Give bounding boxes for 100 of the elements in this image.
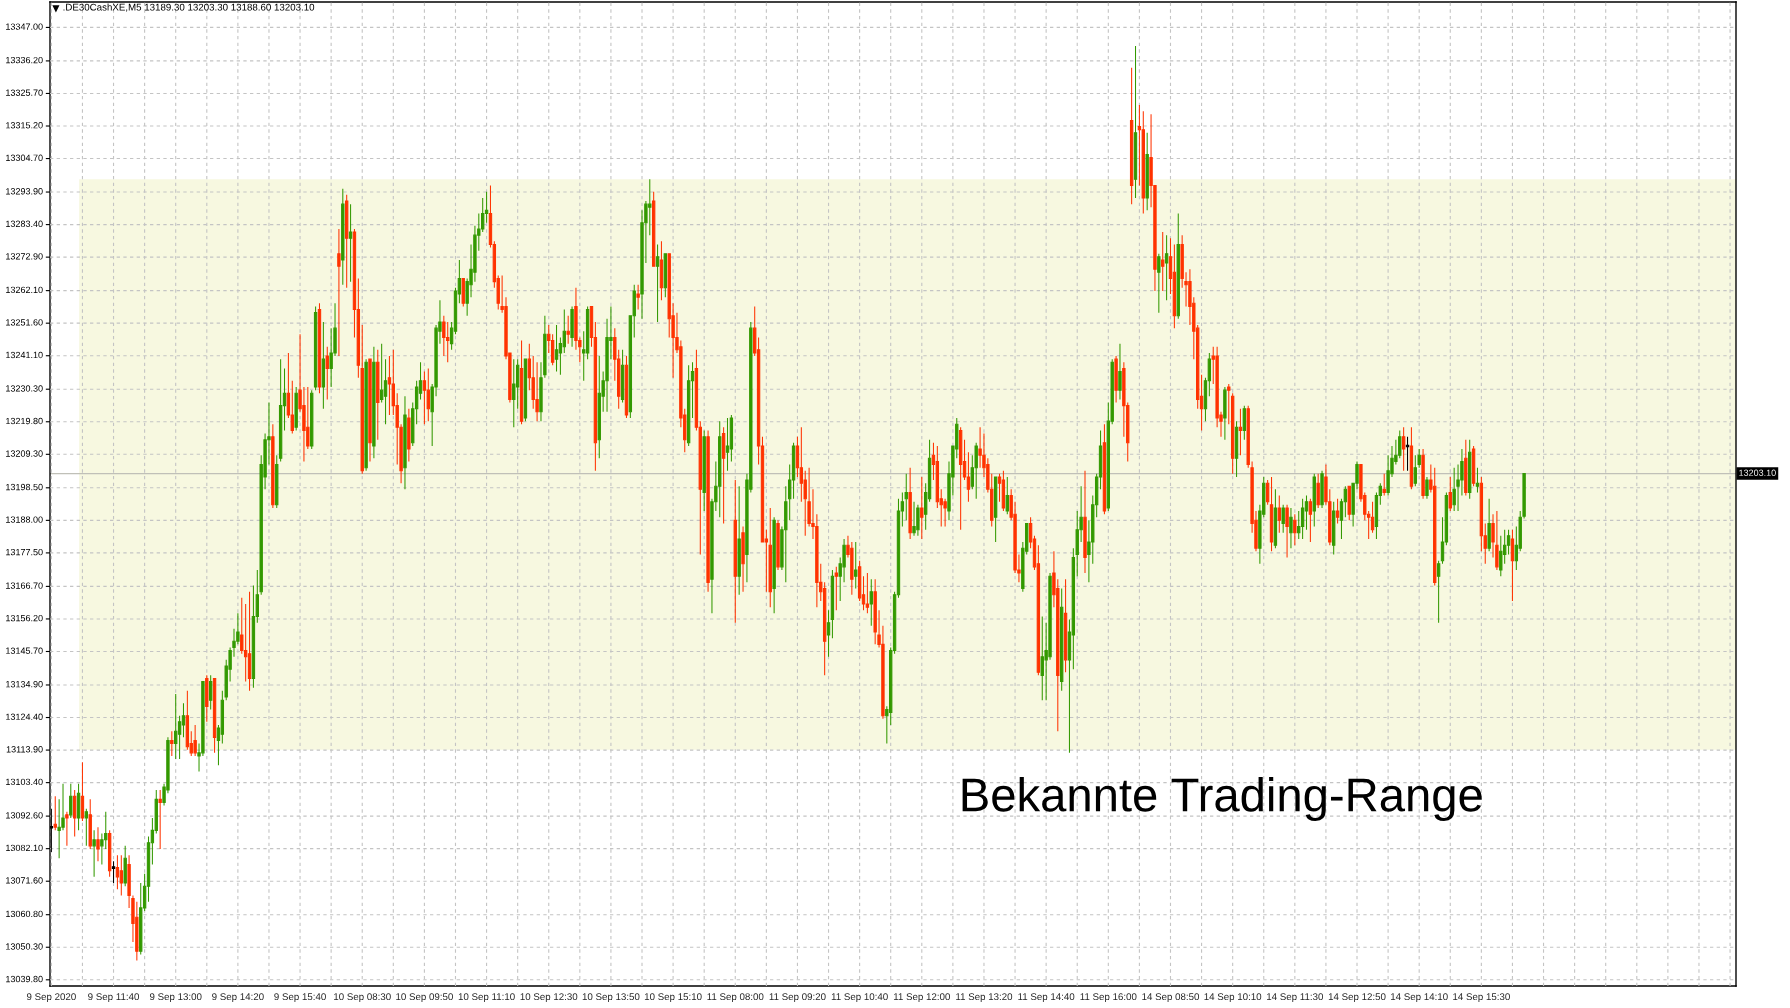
- y-tick-label: 13293.90: [6, 188, 43, 195]
- x-tick-label: 10 Sep 15:10: [644, 993, 702, 1003]
- candlestick: [869, 578, 873, 627]
- candlestick: [325, 346, 329, 400]
- x-tick-label: 10 Sep 09:50: [396, 993, 453, 1003]
- candlestick: [659, 240, 664, 301]
- candlestick: [96, 826, 100, 862]
- candlestick: [1347, 485, 1351, 521]
- y-tick-label: 13198.50: [6, 483, 43, 491]
- candlestick: [566, 315, 570, 345]
- candlestick: [321, 321, 326, 410]
- candlestick: [1335, 498, 1340, 524]
- candlestick: [1238, 408, 1243, 456]
- candlestick: [741, 526, 745, 593]
- candlestick: [170, 730, 174, 757]
- y-tick-label: 13166.70: [6, 582, 43, 589]
- x-tick-label: 14 Sep 12:50: [1328, 993, 1386, 1003]
- y-tick-label: 13209.30: [6, 450, 43, 457]
- x-tick-label: 11 Sep 12:00: [893, 993, 950, 1003]
- candlestick: [1118, 343, 1122, 400]
- candlestick: [247, 591, 252, 692]
- y-tick-label: 13134.90: [6, 681, 43, 688]
- y-tick-label: 13219.80: [6, 417, 43, 425]
- candlestick: [920, 476, 924, 540]
- x-tick-label: 9 Sep 15:40: [274, 993, 326, 1003]
- candlestick: [718, 420, 722, 518]
- x-tick-label: 11 Sep 10:40: [831, 993, 888, 1003]
- candlestick: [111, 860, 116, 884]
- candlestick: [1475, 467, 1480, 493]
- x-tick-label: 10 Sep 11:10: [458, 993, 515, 1003]
- candlestick: [1421, 448, 1425, 500]
- y-tick-label: 13315.20: [6, 122, 43, 129]
- y-tick-label: 13283.40: [6, 220, 43, 228]
- candlestick: [123, 845, 127, 887]
- candlestick: [1425, 476, 1429, 500]
- candlestick: [1401, 426, 1406, 472]
- candlestick: [1464, 439, 1468, 497]
- candlestick: [776, 519, 780, 571]
- candlestick: [974, 442, 978, 500]
- candlestick: [407, 408, 411, 462]
- candlestick: [1312, 473, 1316, 528]
- x-tick-label: 9 Sep 14:20: [212, 993, 264, 1003]
- candlestick: [1063, 578, 1068, 673]
- candlestick: [1300, 498, 1305, 540]
- candlestick: [69, 783, 73, 819]
- candlestick: [1405, 436, 1410, 472]
- x-tick-label: 10 Sep 13:50: [582, 993, 640, 1003]
- y-tick-label: 13092.60: [6, 812, 43, 819]
- candlestick: [119, 854, 123, 896]
- candlestick: [174, 693, 178, 760]
- candlestick: [1114, 355, 1118, 404]
- candlestick: [702, 429, 706, 512]
- candlestick: [570, 305, 574, 348]
- x-tick-label: 11 Sep 08:00: [707, 993, 764, 1003]
- candlestick: [294, 386, 298, 431]
- band-label: Bekannte Trading-Range: [962, 777, 1482, 822]
- candlestick: [1320, 470, 1324, 509]
- candlestick: [1176, 212, 1180, 320]
- candlestick: [1102, 423, 1107, 515]
- y-tick-label: 13325.70: [6, 89, 43, 96]
- candlestick: [1234, 420, 1239, 478]
- x-tick-label: 14 Sep 11:30: [1267, 993, 1324, 1003]
- candlestick: [1269, 476, 1274, 552]
- candlestick: [1409, 426, 1414, 490]
- candlestick: [1040, 615, 1044, 701]
- candlestick: [158, 789, 162, 850]
- candlestick: [1332, 501, 1336, 555]
- candlestick: [1161, 231, 1165, 292]
- candlestick: [92, 829, 96, 878]
- y-tick-label: 13262.10: [6, 286, 43, 294]
- x-tick-label: 11 Sep 13:20: [956, 993, 1013, 1003]
- candlestick: [1448, 476, 1452, 512]
- x-tick-label: 10 Sep 12:30: [520, 993, 578, 1003]
- candlestick: [1060, 588, 1064, 692]
- y-tick-label: 13188.00: [6, 516, 43, 523]
- candlestick: [1273, 488, 1278, 549]
- y-tick-label: 13347.00: [6, 23, 43, 30]
- candlestick: [768, 507, 772, 608]
- candlestick: [854, 541, 858, 590]
- candlestick: [376, 349, 380, 441]
- y-tick-label: 13156.20: [6, 614, 43, 622]
- candlestick: [1157, 253, 1161, 314]
- candlestick: [651, 191, 656, 267]
- candlestick: [193, 724, 197, 757]
- candlestick: [1433, 467, 1437, 586]
- y-tick-label: 13071.60: [6, 877, 43, 884]
- y-tick-label: 13060.80: [6, 910, 43, 918]
- candlestick: [512, 358, 516, 428]
- candlestick: [663, 253, 668, 298]
- candlestick: [310, 389, 314, 450]
- y-tick-label: 13251.60: [6, 319, 43, 326]
- y-tick-label: 13336.20: [6, 56, 43, 64]
- candlestick: [1382, 473, 1386, 497]
- y-tick-label: 13230.30: [6, 385, 43, 392]
- candlestick: [1133, 45, 1138, 199]
- y-tick-label: 13177.50: [6, 548, 43, 556]
- candlestick: [205, 674, 209, 723]
- x-tick-label: 11 Sep 14:40: [1018, 993, 1075, 1003]
- y-tick-label: 13241.10: [6, 351, 43, 359]
- candlestick: [1293, 513, 1297, 546]
